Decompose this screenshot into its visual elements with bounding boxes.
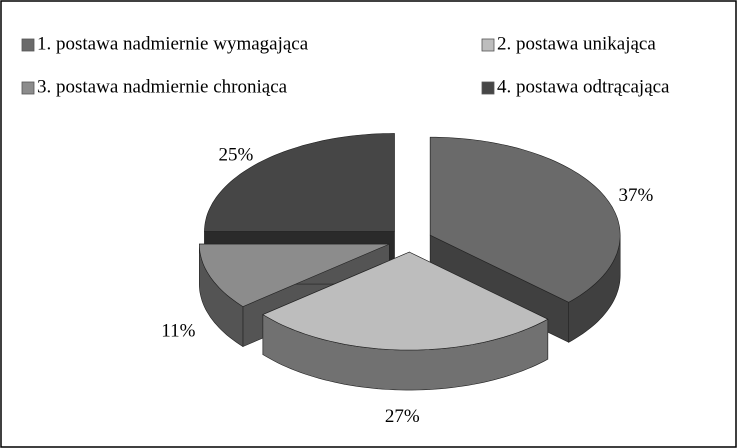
legend-swatch (21, 38, 35, 52)
legend-swatch (481, 81, 495, 95)
legend-label: 1. postawa nadmiernie wymagająca (37, 33, 309, 54)
data-label: 37% (619, 185, 654, 206)
pie-slice (262, 251, 549, 391)
legend-label: 3. postawa nadmiernie chroniąca (37, 76, 288, 97)
slice-top (198, 243, 390, 307)
legend-label: 4. postawa odtrącająca (497, 76, 670, 97)
data-label: 27% (385, 406, 420, 427)
legend-label: 2. postawa unikająca (497, 33, 656, 54)
slice-top (204, 133, 395, 232)
legend-swatch (21, 81, 35, 95)
data-label: 25% (218, 145, 253, 166)
slice-top (429, 136, 621, 303)
data-label: 11% (161, 320, 195, 341)
slice-top (262, 251, 549, 351)
legend-swatch (481, 38, 495, 52)
